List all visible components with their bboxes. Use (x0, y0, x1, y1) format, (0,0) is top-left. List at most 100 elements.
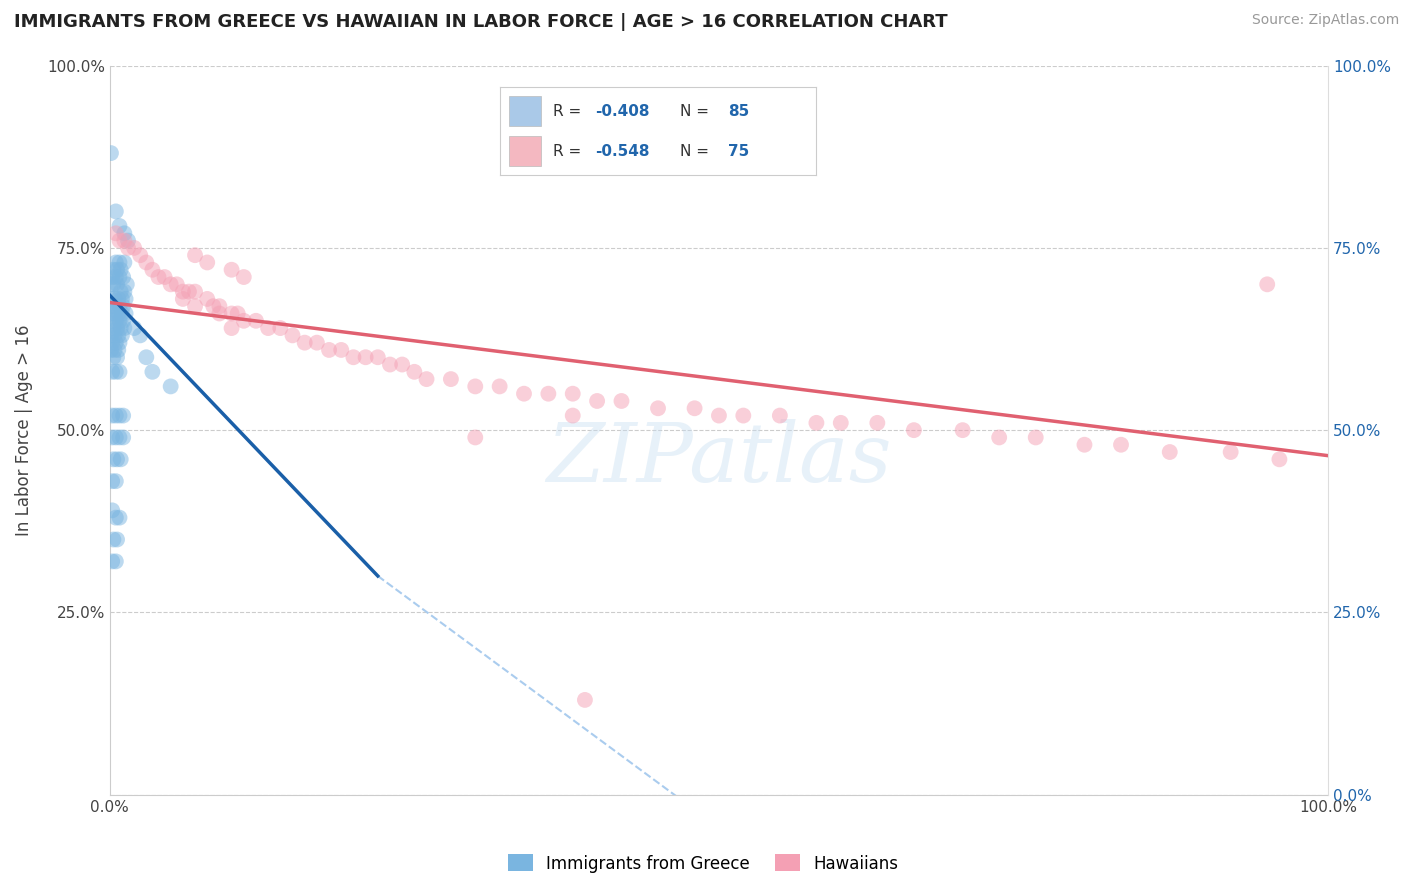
Point (1256, 277, 1278, 292)
Point (153, 270, 176, 285)
Point (104, 306, 127, 320)
Point (830, 416, 852, 430)
Point (108, 255, 131, 269)
Point (105, 262, 128, 277)
Point (112, 234, 135, 248)
Point (245, 314, 267, 328)
Point (378, 358, 401, 372)
Point (537, 386, 560, 401)
Point (101, 409, 124, 423)
Point (104, 343, 127, 357)
Point (354, 350, 377, 364)
Point (104, 430, 127, 444)
Point (114, 292, 136, 306)
Point (586, 394, 609, 409)
Point (208, 306, 231, 320)
Text: Source: ZipAtlas.com: Source: ZipAtlas.com (1251, 13, 1399, 28)
Point (232, 314, 254, 328)
Point (105, 277, 128, 292)
Text: ZIPatlas: ZIPatlas (546, 419, 891, 500)
Point (104, 335, 127, 350)
Point (108, 430, 131, 444)
Point (141, 365, 163, 379)
Point (1109, 438, 1132, 452)
Legend: Immigrants from Greece, Hawaiians: Immigrants from Greece, Hawaiians (501, 847, 905, 880)
Point (769, 409, 792, 423)
Point (221, 262, 243, 277)
Point (111, 328, 134, 343)
Point (610, 394, 633, 409)
Point (683, 401, 706, 416)
Point (100, 146, 122, 161)
Point (108, 409, 131, 423)
Point (172, 285, 194, 299)
Point (115, 277, 138, 292)
Point (110, 262, 132, 277)
Point (404, 365, 426, 379)
Y-axis label: In Labor Force | Age > 16: In Labor Force | Age > 16 (15, 325, 32, 536)
Point (129, 328, 152, 343)
Point (159, 379, 181, 393)
Point (159, 277, 181, 292)
Point (1219, 445, 1241, 459)
Point (103, 262, 125, 277)
Point (184, 299, 207, 313)
Point (342, 350, 364, 364)
Point (866, 416, 889, 430)
Point (108, 299, 131, 313)
Point (269, 321, 291, 335)
Point (100, 306, 122, 320)
Point (464, 379, 486, 393)
Point (100, 328, 122, 343)
Point (110, 285, 132, 299)
Point (112, 314, 135, 328)
Point (107, 343, 129, 357)
Point (117, 234, 139, 248)
Point (107, 328, 129, 343)
Point (184, 248, 207, 262)
Point (104, 409, 127, 423)
Point (318, 343, 340, 357)
Point (1268, 452, 1291, 467)
Point (141, 262, 163, 277)
Point (561, 409, 583, 423)
Point (104, 510, 127, 524)
Point (108, 234, 131, 248)
Point (1073, 438, 1095, 452)
Point (104, 204, 127, 219)
Point (903, 423, 925, 437)
Point (104, 255, 127, 269)
Point (112, 227, 135, 241)
Point (104, 474, 127, 488)
Point (177, 285, 200, 299)
Point (101, 554, 124, 568)
Point (111, 306, 134, 320)
Point (104, 227, 127, 241)
Point (221, 306, 243, 320)
Point (440, 372, 463, 386)
Point (391, 358, 413, 372)
Point (226, 306, 249, 320)
Point (110, 452, 132, 467)
Point (305, 335, 328, 350)
Point (574, 693, 596, 707)
Point (108, 219, 131, 233)
Point (101, 503, 124, 517)
Point (195, 292, 218, 306)
Point (184, 285, 207, 299)
Point (105, 321, 128, 335)
Point (104, 314, 127, 328)
Point (112, 409, 135, 423)
Point (100, 277, 122, 292)
Point (112, 430, 135, 444)
Point (105, 350, 128, 364)
Point (135, 350, 157, 364)
Point (104, 270, 127, 285)
Point (101, 270, 124, 285)
Point (104, 299, 127, 313)
Point (122, 321, 145, 335)
Point (952, 423, 974, 437)
Point (107, 292, 129, 306)
Point (104, 292, 127, 306)
Point (117, 241, 139, 255)
